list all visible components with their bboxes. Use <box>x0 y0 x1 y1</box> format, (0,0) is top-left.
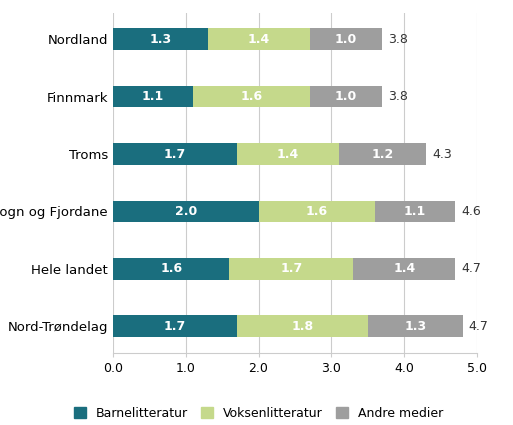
Bar <box>229 258 353 280</box>
Text: 1.6: 1.6 <box>306 205 328 218</box>
Text: 1.1: 1.1 <box>142 90 164 103</box>
Bar <box>113 86 193 108</box>
Legend: Barnelitteratur, Voksenlitteratur, Andre medier: Barnelitteratur, Voksenlitteratur, Andre… <box>70 403 447 424</box>
Bar <box>339 143 426 165</box>
Text: 3.8: 3.8 <box>388 33 408 45</box>
Text: 4.7: 4.7 <box>468 320 488 333</box>
Text: 3.8: 3.8 <box>388 90 408 103</box>
Bar <box>259 201 375 222</box>
Bar <box>368 315 463 337</box>
Bar <box>113 201 259 222</box>
Text: 1.0: 1.0 <box>335 33 357 45</box>
Text: 1.6: 1.6 <box>160 262 182 275</box>
Bar <box>193 86 309 108</box>
Bar <box>375 201 455 222</box>
Bar <box>113 258 229 280</box>
Bar <box>353 258 455 280</box>
Text: 1.7: 1.7 <box>280 262 303 275</box>
Bar <box>113 143 236 165</box>
Text: 1.4: 1.4 <box>247 33 270 45</box>
Text: 1.4: 1.4 <box>393 262 416 275</box>
Bar <box>309 28 382 50</box>
Text: 1.8: 1.8 <box>291 320 313 333</box>
Text: 1.4: 1.4 <box>277 147 299 161</box>
Text: 4.3: 4.3 <box>432 147 451 161</box>
Text: 4.7: 4.7 <box>461 262 481 275</box>
Bar <box>309 86 382 108</box>
Text: 1.3: 1.3 <box>404 320 426 333</box>
Text: 1.6: 1.6 <box>240 90 262 103</box>
Text: 1.2: 1.2 <box>371 147 393 161</box>
Text: 1.7: 1.7 <box>164 147 186 161</box>
Bar <box>113 315 236 337</box>
Bar <box>236 143 339 165</box>
Text: 4.6: 4.6 <box>461 205 481 218</box>
Text: 2.0: 2.0 <box>174 205 197 218</box>
Bar <box>236 315 368 337</box>
Bar <box>208 28 309 50</box>
Text: 1.7: 1.7 <box>164 320 186 333</box>
Bar <box>113 28 208 50</box>
Text: 1.1: 1.1 <box>404 205 426 218</box>
Text: 1.3: 1.3 <box>149 33 171 45</box>
Text: 1.0: 1.0 <box>335 90 357 103</box>
